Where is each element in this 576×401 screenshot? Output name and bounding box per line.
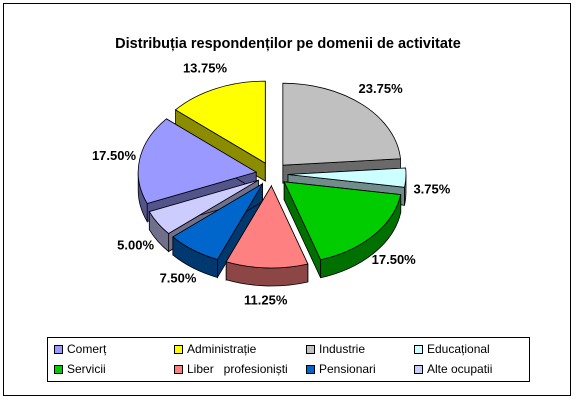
legend-label: Comerț xyxy=(67,342,107,356)
legend-label: Educațional xyxy=(427,342,490,356)
data-label-2: 13.75% xyxy=(183,61,228,76)
pie-slice-3 xyxy=(282,82,401,184)
legend-item-8: Alte ocupatii xyxy=(414,362,492,376)
legend-label: Servicii xyxy=(67,362,106,376)
legend-swatch xyxy=(414,344,423,354)
legend-item-5: Servicii xyxy=(54,362,106,376)
data-label-6: 11.25% xyxy=(244,293,288,308)
legend-swatch xyxy=(306,364,315,374)
legend-label: Industrie xyxy=(319,342,366,356)
pie-slice-2 xyxy=(174,80,266,182)
legend-swatch xyxy=(306,344,315,354)
data-label-7: 7.50% xyxy=(160,271,197,286)
slice-top xyxy=(174,80,266,164)
legend-label: Administrație xyxy=(187,342,257,356)
legend-swatch xyxy=(414,364,423,374)
pie-slices xyxy=(137,80,407,287)
chart-title: Distribuția respondenților pe domenii de… xyxy=(115,36,461,52)
legend-swatch xyxy=(174,364,183,374)
legend-swatch xyxy=(54,364,63,374)
legend-item-3: Industrie xyxy=(306,342,365,356)
data-label-8: 5.00% xyxy=(117,237,154,252)
data-label-5: 17.50% xyxy=(372,252,417,267)
slice-top xyxy=(282,82,401,166)
legend-item-7: Pensionari xyxy=(306,362,376,376)
slice-top xyxy=(148,179,259,235)
data-label-4: 3.75% xyxy=(413,181,450,196)
pie-slice-5 xyxy=(283,181,402,279)
slice-top xyxy=(172,183,263,260)
pie-slice-7 xyxy=(172,182,263,279)
legend: Comerț Administrație Industrie Educațional S… xyxy=(47,337,530,382)
legend-item-2: Administrație xyxy=(174,342,256,356)
legend-item-1: Comerț xyxy=(54,342,106,356)
legend-label: Pensionari xyxy=(319,362,376,376)
legend-label: Alte ocupatii xyxy=(427,362,493,376)
slice-top xyxy=(283,181,402,261)
chart-frame: Distribuția respondenților pe domenii de… xyxy=(3,3,571,396)
legend-swatch xyxy=(54,344,63,354)
legend-item-4: Educațional xyxy=(414,342,490,356)
data-label-1: 17.50% xyxy=(92,148,137,163)
slice-top xyxy=(137,118,258,204)
data-labels: 23.75% 3.75% 17.50% 11.25% 7.50% 5.00% 17.50% 1… xyxy=(92,61,451,308)
data-label-3: 23.75% xyxy=(359,81,404,96)
legend-label: Liber profesioniști xyxy=(187,362,288,376)
slice-top xyxy=(287,167,407,188)
legend-swatch xyxy=(174,344,183,354)
pie-chart: Distribuția respondenților pe domenii de… xyxy=(92,36,461,308)
slice-top xyxy=(225,185,309,269)
pie-slice-6 xyxy=(225,184,309,287)
legend-item-6: Liber profesioniști xyxy=(174,362,288,376)
